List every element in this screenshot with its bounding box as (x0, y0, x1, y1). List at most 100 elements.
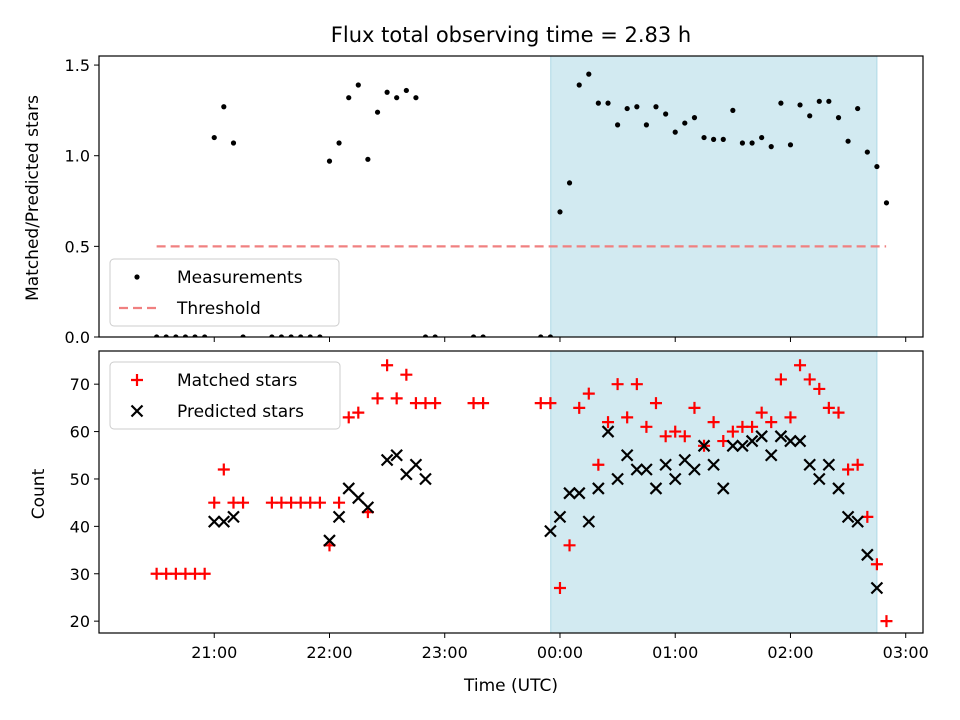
plot-layer: 0.0 0.5 1.0 1.5 Measurements Threshold 20 30 40 5… (65, 55, 929, 662)
predicted-point (611, 472, 624, 486)
matched-point (237, 496, 250, 509)
predicted-point (419, 472, 432, 486)
predicted-point (841, 510, 855, 524)
predicted-point (323, 534, 336, 547)
measurements-point (807, 113, 813, 119)
x-axis-label: Time (UTC) (463, 676, 558, 696)
series-markers (154, 71, 890, 337)
predicted-point (582, 515, 596, 528)
x-tick-label: 00:00 (537, 643, 583, 662)
matched-point (774, 373, 787, 386)
predicted-point (659, 458, 672, 472)
predicted-point (717, 482, 730, 495)
measurements-point (480, 334, 486, 337)
predicted-point (409, 458, 423, 472)
legend-label: Measurements (177, 268, 303, 288)
measurements-point (355, 82, 361, 88)
measurements-point (336, 140, 342, 146)
matched-point (400, 368, 413, 381)
measurements-point (394, 95, 400, 101)
predicted-point (755, 430, 768, 443)
matched-point (477, 397, 490, 410)
y-tick-label: 40 (70, 517, 90, 536)
predicted-point (803, 458, 816, 472)
predicted-point (793, 434, 807, 448)
matched-point (544, 397, 557, 410)
measurements-point (384, 89, 390, 95)
matched-point (794, 359, 807, 372)
predicted-point (640, 463, 653, 476)
measurements-point (653, 104, 659, 110)
predicted-point (688, 463, 701, 476)
measurements-point (605, 100, 611, 106)
y-tick-label: 0.0 (65, 328, 90, 347)
measurements-point (432, 334, 438, 337)
measurements-point (538, 334, 544, 337)
measurements-point (557, 209, 563, 215)
matched-point (746, 420, 759, 433)
matched-point (688, 401, 701, 414)
measurements-point (691, 115, 698, 121)
measurements-point (374, 109, 381, 115)
measurements-point (278, 334, 285, 337)
predicted-point (400, 467, 413, 481)
measurements-point (615, 122, 621, 128)
measurements-point (173, 334, 179, 337)
measurements-point (288, 334, 294, 337)
measurements-point (163, 334, 169, 337)
top-y-axis-label: Matched/Predicted stars (23, 95, 43, 301)
measurements-point (672, 129, 678, 135)
measurements-point (221, 104, 227, 110)
measurements-point (365, 156, 371, 162)
x-tick-label: 22:00 (306, 643, 352, 662)
measurements-point (298, 334, 304, 337)
matched-point (573, 401, 586, 414)
measurements-point (547, 334, 554, 337)
y-tick-label: 30 (70, 565, 90, 584)
y-tick-label: 0.5 (65, 237, 90, 256)
legend: Matched stars Predicted stars (109, 361, 341, 430)
panel-frame (98, 55, 924, 338)
measurements-point (701, 134, 707, 141)
measurements-point (826, 98, 832, 104)
measurements-point (797, 102, 803, 108)
predicted-point (553, 510, 567, 524)
measurements-point (595, 100, 601, 106)
measurements-point (864, 149, 870, 155)
matched-point (832, 406, 845, 419)
panel-count: 20 30 40 50 60 70 21:00 22:00 23:00 00:00 01:00 02:… (70, 350, 929, 662)
measurements-point (269, 334, 275, 337)
predicted-point (217, 515, 231, 528)
measurements-point (634, 104, 640, 110)
series-markers (150, 359, 893, 628)
predicted-point (774, 430, 788, 443)
measurements-point (586, 71, 592, 77)
predicted-point (678, 453, 692, 467)
matched-point (707, 416, 720, 429)
legend-label: Predicted stars (177, 402, 304, 422)
matched-point (659, 430, 672, 443)
matched-point (640, 420, 653, 433)
matched-point (198, 567, 211, 580)
measurements-point (240, 334, 246, 337)
matched-point (352, 406, 365, 419)
legend-frame (109, 361, 341, 430)
matched-point (880, 615, 893, 628)
measurements-point (778, 100, 784, 106)
y-tick-label: 50 (70, 470, 90, 489)
matched-point (390, 392, 403, 405)
legend-label: Threshold (176, 299, 261, 319)
predicted-point (813, 472, 826, 486)
panel-ratio: 0.0 0.5 1.0 1.5 Measurements Threshold (65, 55, 924, 347)
measurements-point (816, 98, 822, 104)
measurements-point (211, 134, 217, 141)
x-tick-label: 21:00 (191, 643, 237, 662)
measurements-point (643, 122, 650, 128)
predicted-point (361, 501, 375, 514)
matched-point (765, 416, 778, 429)
measurements-point (855, 105, 861, 112)
predicted-point (707, 458, 720, 472)
predicted-point (332, 510, 346, 524)
y-tick-label: 70 (70, 375, 90, 394)
predicted-point (697, 439, 711, 453)
